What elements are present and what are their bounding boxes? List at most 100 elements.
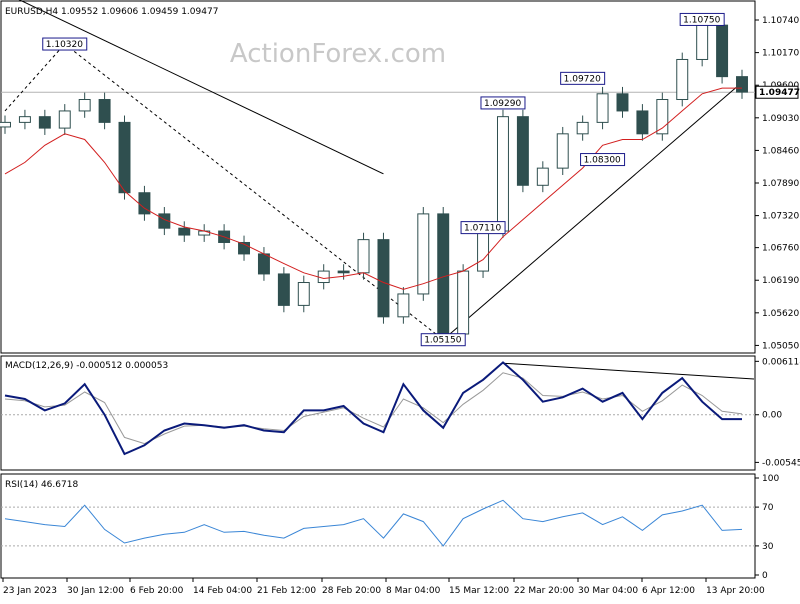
time-tick-label: 23 Jan 2023 <box>3 586 57 596</box>
price-trendlines <box>4 0 743 341</box>
candle-body <box>357 239 370 274</box>
candle-body <box>696 24 709 60</box>
rsi-panel-title: RSI(14) 46.6718 <box>5 480 78 490</box>
macd-signal-line <box>4 372 743 445</box>
candle-body <box>417 213 430 295</box>
watermark: ActionForex.com <box>230 39 446 69</box>
macd-y-tick-label: 0.00 <box>762 411 782 421</box>
price-y-tick-label: 1.09030 <box>762 114 799 124</box>
price-y-axis: 1.107401.101701.096001.090301.084601.078… <box>755 16 800 351</box>
price-annotation-label: 1.09720 <box>564 74 601 84</box>
candle-body <box>297 282 310 306</box>
candle-body <box>616 93 629 112</box>
price-y-tick-label: 1.06190 <box>762 276 799 286</box>
candle-body <box>257 253 270 275</box>
trendline <box>4 43 66 112</box>
candle-body <box>736 76 748 93</box>
macd-divergence-trendline <box>502 362 755 380</box>
current-price-tag <box>755 85 799 99</box>
macd-y-tick-label: 0.006118 <box>762 357 800 367</box>
candle-body <box>118 121 131 194</box>
time-tick-label: 13 Apr 20:00 <box>706 586 765 596</box>
macd-y-tick-label: -0.005458 <box>762 458 800 468</box>
trendline <box>18 0 384 175</box>
candle-body <box>457 270 470 335</box>
candle-body <box>38 116 51 129</box>
candle-body <box>18 116 31 123</box>
price-y-tick-label: 1.10170 <box>762 49 799 59</box>
rsi-y-tick-label: 0 <box>762 571 768 581</box>
price-panel-title: EURUSD,H4 1.09552 1.09606 1.09459 1.0947… <box>5 7 218 17</box>
candle-body <box>656 99 669 135</box>
candle-body <box>0 121 11 128</box>
time-tick-label: 14 Feb 04:00 <box>193 586 252 596</box>
price-level-annotations: 1.10320 1.05150 1.07110 1.09290 1.09720 1.083… <box>42 12 725 347</box>
price-annotation-label: 1.10750 <box>683 15 720 25</box>
price-y-tick-label: 1.06760 <box>762 244 799 254</box>
candle-body <box>277 273 290 306</box>
trendline <box>64 43 444 341</box>
price-annotation-label: 1.09290 <box>484 99 521 109</box>
price-y-tick-label: 1.07890 <box>762 179 799 189</box>
candle-body <box>496 116 509 232</box>
time-tick-label: 6 Feb 20:00 <box>130 586 184 596</box>
candle-body <box>317 270 330 284</box>
time-tick-label: 6 Apr 12:00 <box>642 586 695 596</box>
price-annotation-label: 1.05150 <box>424 336 461 346</box>
candle-body <box>576 121 589 135</box>
time-tick-label: 30 Jan 12:00 <box>67 586 124 596</box>
candle-body <box>58 110 71 129</box>
candle-body <box>78 99 91 112</box>
price-annotation-label: 1.07110 <box>464 224 501 234</box>
price-y-tick-label: 1.07320 <box>762 212 799 222</box>
rsi-y-tick-label: 70 <box>762 503 774 513</box>
price-annotation-box <box>460 221 506 235</box>
price-annotation-box <box>560 71 606 85</box>
price-annotation-label: 1.10320 <box>46 40 83 50</box>
candle-body <box>377 239 390 318</box>
rsi-grid-lines <box>1 506 755 547</box>
price-annotation-box <box>420 333 466 347</box>
price-y-tick-label: 1.05620 <box>762 309 799 319</box>
time-tick-label: 30 Mar 04:00 <box>578 586 638 596</box>
candle-body <box>98 99 111 123</box>
macd-panel-frame <box>0 355 756 471</box>
time-tick-label: 21 Feb 12:00 <box>257 586 316 596</box>
trendline <box>442 81 743 341</box>
price-y-tick-label: 1.10740 <box>762 16 799 26</box>
candle-body <box>158 213 171 229</box>
candle-body <box>676 58 689 101</box>
time-axis: 23 Jan 2023 30 Jan 12:00 6 Feb 20:00 14 Feb… <box>2 578 765 596</box>
candle-body <box>556 133 569 169</box>
candle-body <box>516 116 529 186</box>
candle-body <box>337 270 350 274</box>
time-tick-label: 28 Feb 20:00 <box>322 586 381 596</box>
current-price-label: 1.09477 <box>759 88 800 98</box>
macd-panel-title: MACD(12,26,9) -0.000512 0.000053 <box>5 361 168 371</box>
price-annotation-box <box>679 12 725 26</box>
rsi-y-axis: 100 70 30 0 <box>755 474 779 581</box>
macd-y-axis: 0.006118 0.00 -0.005458 <box>755 357 800 468</box>
candle-body <box>437 213 450 335</box>
candle-body <box>477 230 490 272</box>
candle-body <box>596 93 609 123</box>
price-annotation-box <box>480 96 526 110</box>
price-annotation-label: 1.08300 <box>584 156 621 166</box>
candle-body <box>636 110 649 135</box>
rsi-y-tick-label: 30 <box>762 542 774 552</box>
price-y-tick-label: 1.05050 <box>762 341 799 351</box>
price-candles <box>0 18 748 341</box>
candle-body <box>716 24 729 78</box>
macd-line <box>4 361 742 456</box>
time-tick-label: 22 Mar 20:00 <box>514 586 574 596</box>
rsi-y-tick-label: 100 <box>762 474 779 484</box>
price-annotation-box <box>42 37 88 51</box>
time-tick-label: 15 Mar 12:00 <box>449 586 509 596</box>
rsi-panel-frame <box>0 473 756 579</box>
candle-body <box>397 293 410 318</box>
candle-body <box>178 227 191 236</box>
candle-body <box>238 241 251 255</box>
candle-body <box>536 167 549 186</box>
